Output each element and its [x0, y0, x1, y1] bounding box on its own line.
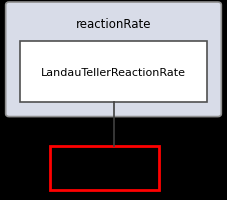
Bar — [20, 42, 207, 102]
FancyBboxPatch shape — [6, 3, 221, 117]
Bar — [50, 146, 159, 190]
Text: LandauTellerReactionRate: LandauTellerReactionRate — [41, 68, 186, 78]
Text: reactionRate: reactionRate — [76, 18, 151, 30]
